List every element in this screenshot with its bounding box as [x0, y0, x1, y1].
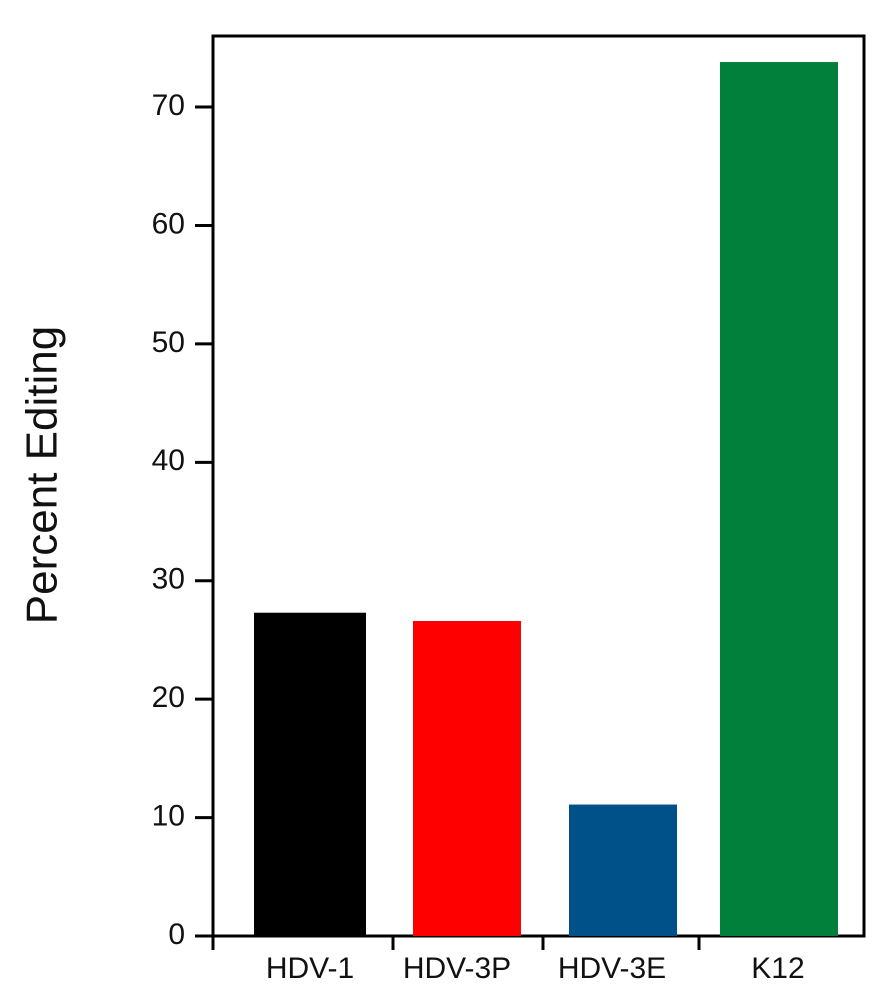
y-tick-label: 70: [152, 89, 185, 122]
bar: [569, 804, 677, 936]
x-tick-label: HDV-1: [266, 952, 354, 985]
y-tick-label: 20: [152, 681, 185, 714]
bar: [720, 62, 838, 937]
plot-frame: [211, 34, 866, 938]
y-tick-label: 50: [152, 326, 185, 359]
bar: [413, 621, 521, 936]
x-tick-label: K12: [751, 952, 804, 985]
y-tick-label: 10: [152, 800, 185, 833]
x-tick-label: HDV-3P: [403, 952, 511, 985]
y-tick-label: 40: [152, 444, 185, 477]
y-axis-label: Percent Editing: [18, 326, 67, 624]
x-tick-label: HDV-3E: [558, 952, 666, 985]
y-tick-label: 60: [152, 207, 185, 240]
y-tick-label: 0: [168, 918, 185, 951]
bar: [254, 612, 366, 936]
y-tick-label: 30: [152, 563, 185, 596]
